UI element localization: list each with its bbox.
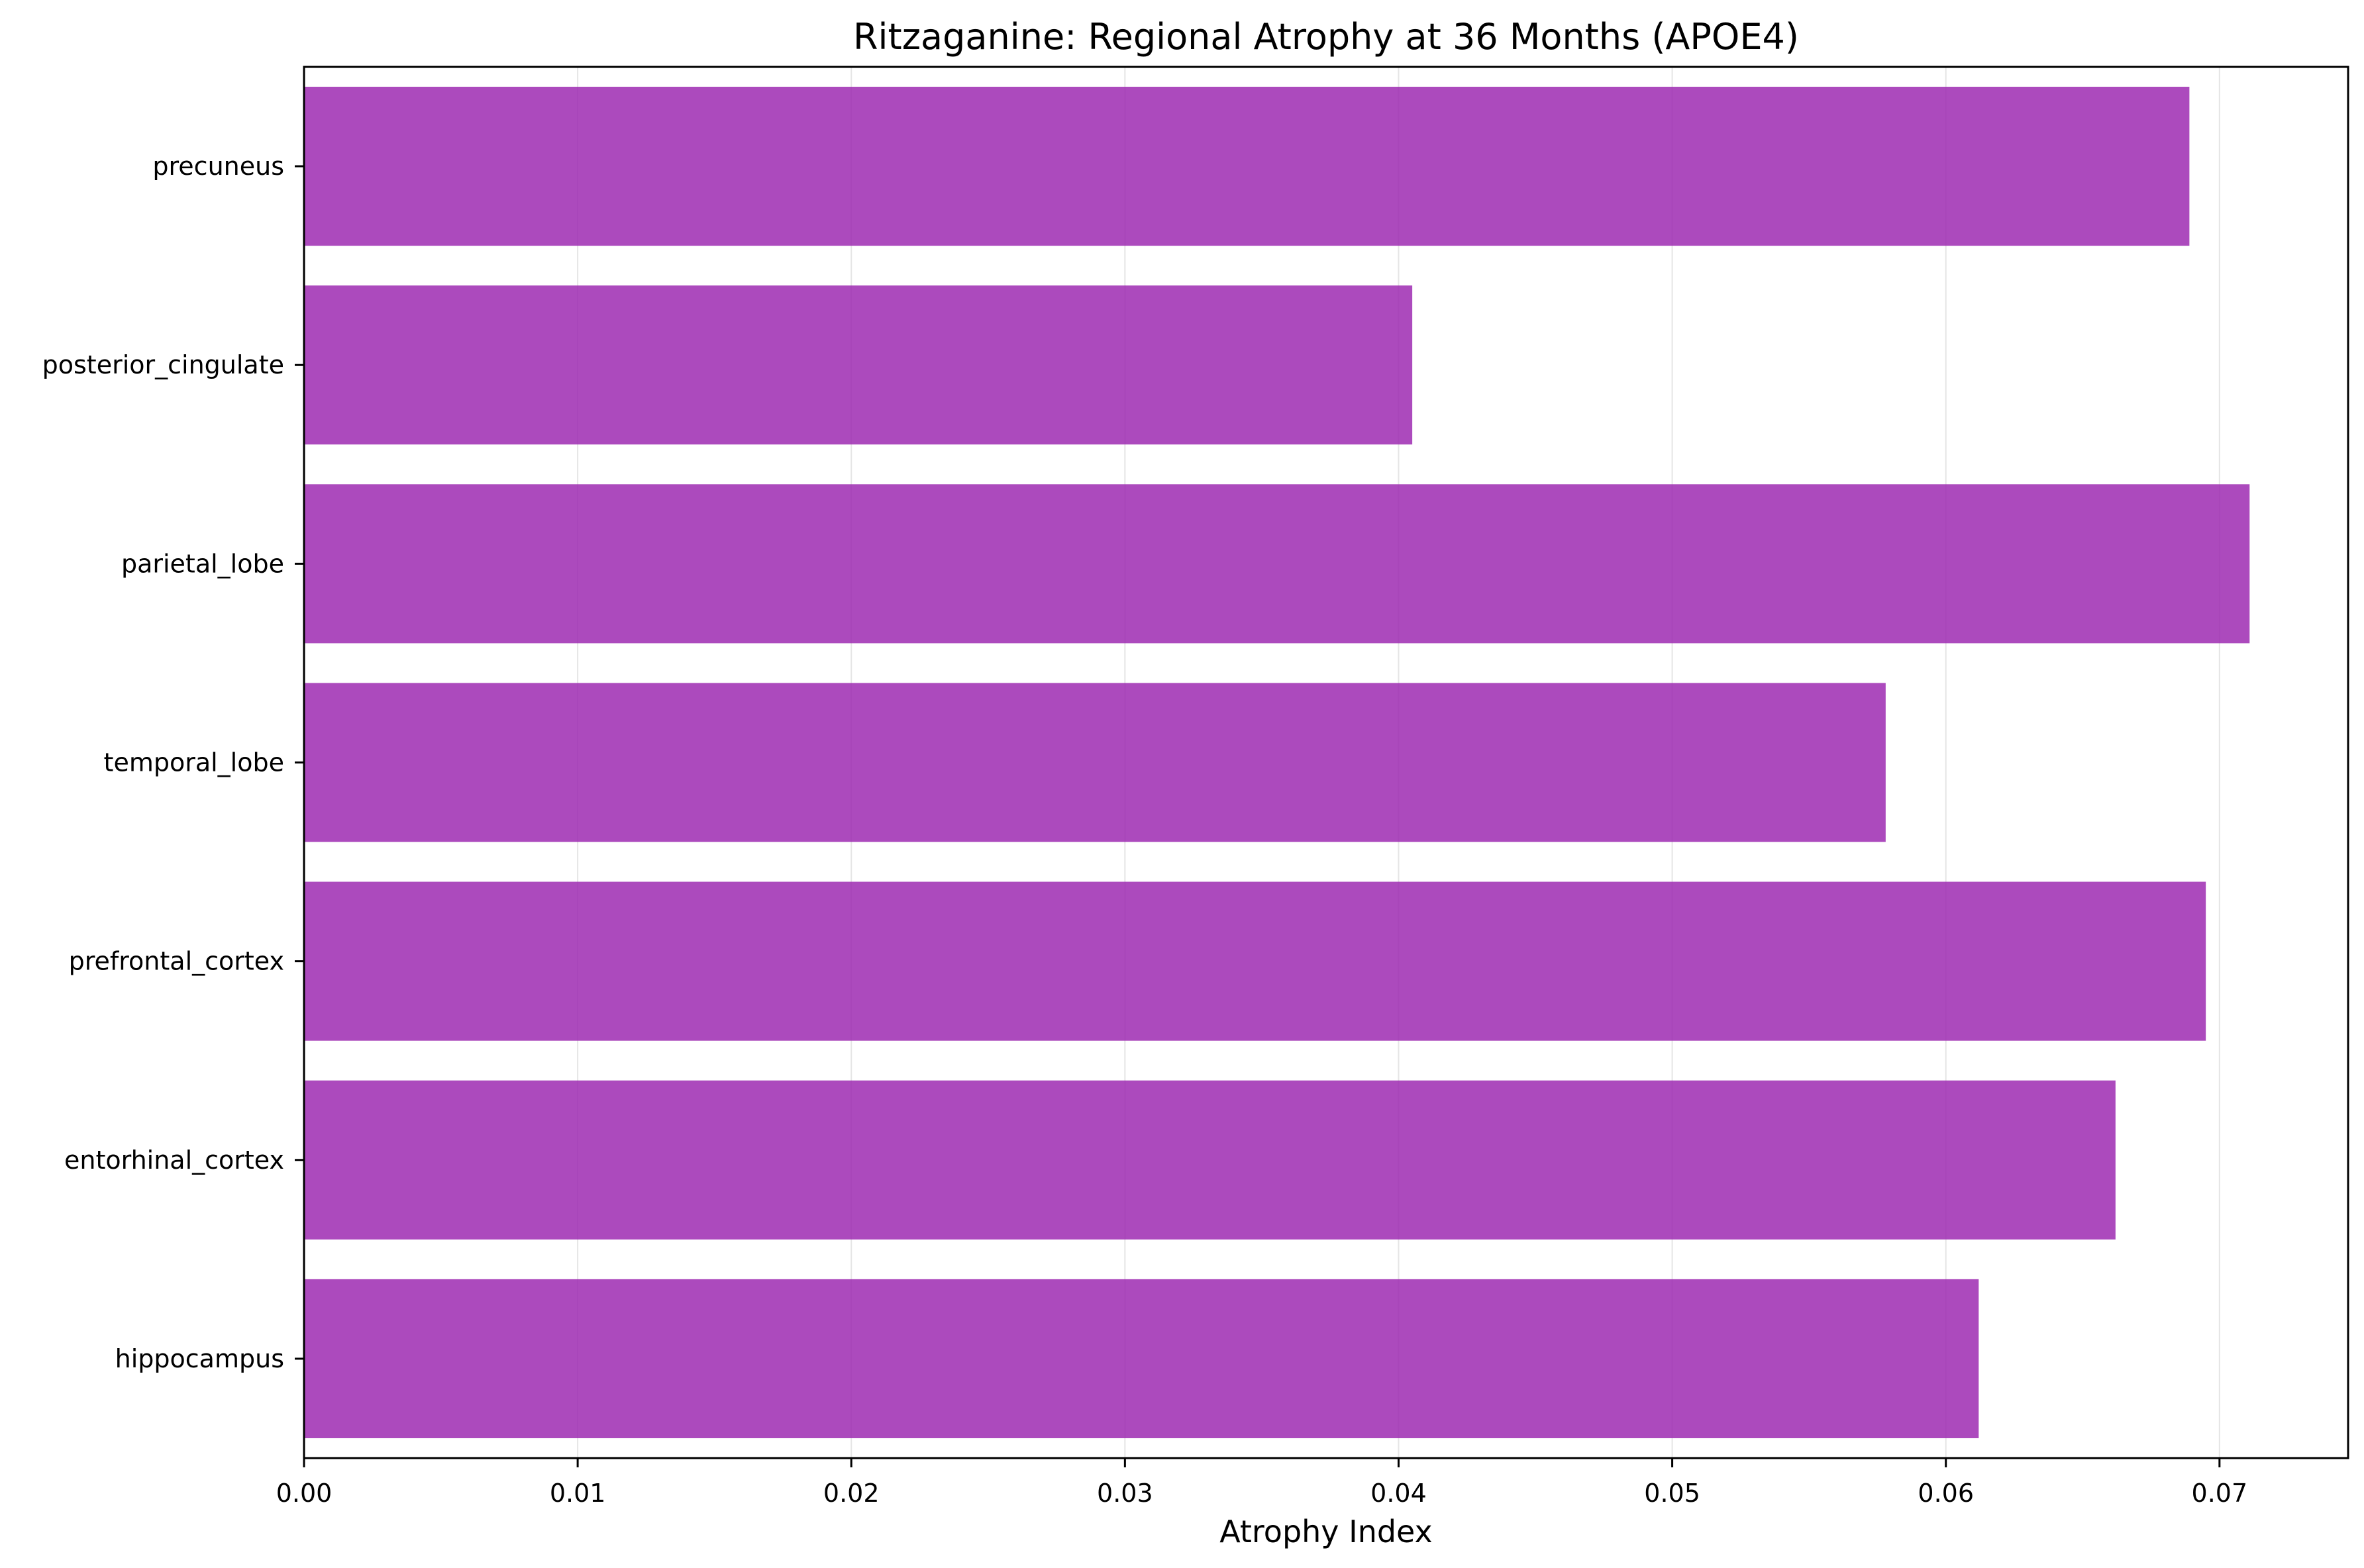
y-tick-label: parietal_lobe [121,549,284,578]
x-axis-ticks: 0.00 0.01 0.02 0.03 0.04 0.05 0.06 0.07 [276,1458,2247,1508]
x-tick-label: 0.07 [2192,1479,2248,1508]
bar-prefrontal-cortex [304,881,2206,1041]
bar-precuneus [304,87,2190,246]
y-axis-ticks: hippocampus entorhinal_cortex prefrontal_c… [42,152,304,1373]
chart-title: Ritzaganine: Regional Atrophy at 36 Mont… [853,16,1799,58]
y-tick-label: hippocampus [115,1344,284,1373]
y-tick-label: temporal_lobe [104,748,284,777]
y-tick-label: posterior_cingulate [42,350,284,379]
y-tick-label: precuneus [152,152,284,181]
bar-hippocampus [304,1279,1979,1438]
bar-posterior-cingulate [304,285,1413,445]
x-tick-label: 0.04 [1370,1479,1427,1508]
x-tick-label: 0.02 [823,1479,880,1508]
x-tick-label: 0.01 [550,1479,606,1508]
x-tick-label: 0.05 [1644,1479,1700,1508]
bar-entorhinal-cortex [304,1080,2116,1240]
y-tick-label: prefrontal_cortex [69,947,284,976]
x-tick-label: 0.03 [1097,1479,1153,1508]
bar-layer [304,87,2250,1438]
bar-parietal-lobe [304,484,2250,644]
x-tick-label: 0.00 [276,1479,333,1508]
x-tick-label: 0.06 [1918,1479,1974,1508]
x-axis-label: Atrophy Index [1219,1514,1433,1549]
bar-temporal-lobe [304,683,1886,842]
y-tick-label: entorhinal_cortex [64,1146,284,1175]
